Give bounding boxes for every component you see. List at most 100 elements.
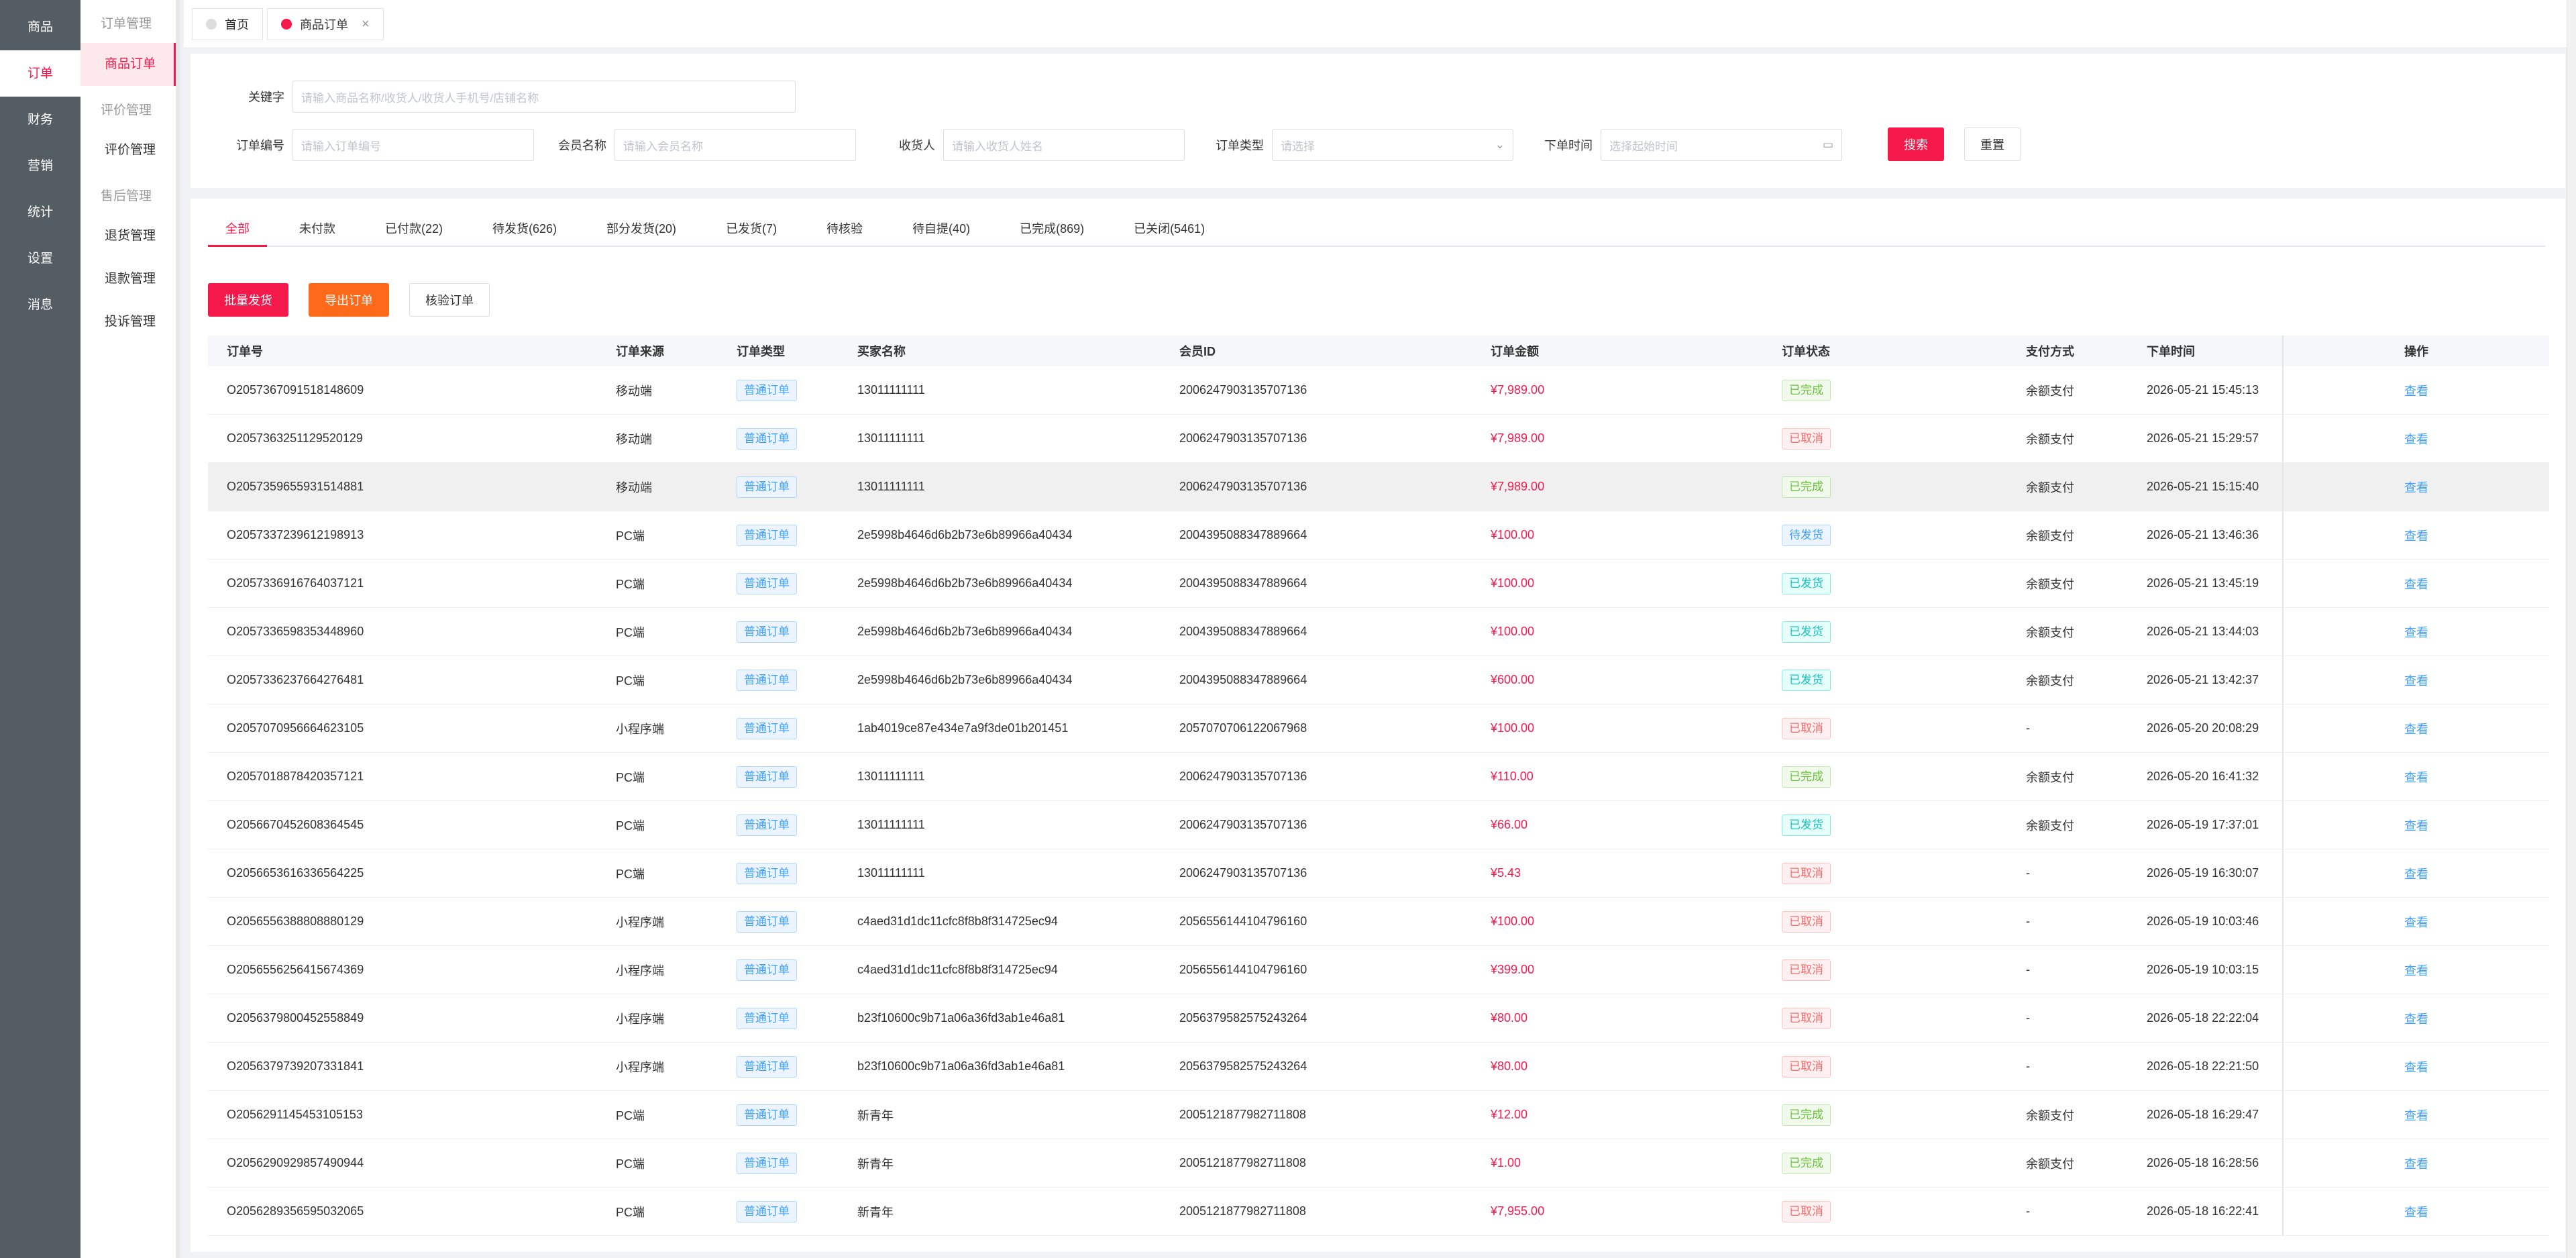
view-link[interactable]: 查看 bbox=[2404, 1157, 2428, 1171]
rail-item-settings[interactable]: 设置 bbox=[27, 252, 53, 266]
view-link[interactable]: 查看 bbox=[2404, 963, 2428, 978]
table-row[interactable]: O2056291145453105153 PC端 普通订单 新青年 2005121877… bbox=[208, 1091, 2549, 1139]
order-no-cell: O2057363251129520129 bbox=[208, 431, 597, 445]
order-time-cell: 2026-05-20 16:41:32 bbox=[2128, 770, 2282, 784]
rail-item-orders[interactable]: 订单 bbox=[0, 50, 80, 97]
order-no-cell: O2057070956664623105 bbox=[208, 721, 597, 735]
table-row[interactable]: O2057070956664623105 小程序端 普通订单 1ab4019ce87e… bbox=[208, 704, 2549, 753]
order-amount: ¥100.00 bbox=[1491, 721, 1535, 735]
col-buyer[interactable]: 买家名称 bbox=[857, 345, 906, 358]
tab-completed[interactable]: 已完成(869) bbox=[1020, 222, 1085, 235]
tab-to-verify[interactable]: 待核验 bbox=[826, 222, 863, 235]
payment-method: 余额支付 bbox=[2026, 770, 2074, 784]
member-id-cell: 2056379582575243264 bbox=[1161, 1059, 1472, 1073]
rail-item-finance[interactable]: 财务 bbox=[27, 113, 53, 127]
view-link[interactable]: 查看 bbox=[2404, 819, 2428, 833]
verify-orders-button[interactable]: 核验订单 bbox=[409, 283, 490, 317]
rail-item-messages[interactable]: 消息 bbox=[27, 298, 53, 312]
view-link[interactable]: 查看 bbox=[2404, 1012, 2428, 1026]
page-scrollbar[interactable] bbox=[2567, 0, 2576, 1258]
order-amount-cell: ¥110.00 bbox=[1472, 770, 1763, 784]
col-payment[interactable]: 支付方式 bbox=[2026, 345, 2074, 358]
submenu-item-reviews[interactable]: 评价管理 bbox=[105, 143, 156, 157]
order-type-badge: 普通订单 bbox=[737, 1200, 797, 1222]
col-source[interactable]: 订单来源 bbox=[616, 345, 664, 358]
tab-closed[interactable]: 已关闭(5461) bbox=[1134, 222, 1205, 235]
receiver-input[interactable]: 请输入收货人姓名 bbox=[943, 129, 1185, 161]
order-source: PC端 bbox=[616, 867, 645, 881]
tab-to-pickup[interactable]: 待自提(40) bbox=[912, 222, 971, 235]
table-row[interactable]: O2056653616336564225 PC端 普通订单 13011111111 20… bbox=[208, 849, 2549, 898]
submenu-item-goods-orders[interactable]: 商品订单 bbox=[80, 43, 176, 86]
table-row[interactable]: O2056379739207331841 小程序端 普通订单 b23f10600c9b… bbox=[208, 1043, 2549, 1091]
member-id-cell: 2005121877982711808 bbox=[1161, 1204, 1472, 1218]
table-row[interactable]: O2056556256415674369 小程序端 普通订单 c4aed31d1dc1… bbox=[208, 946, 2549, 994]
tab-unpaid[interactable]: 未付款 bbox=[299, 222, 335, 235]
buyer-name: 新青年 bbox=[857, 1205, 894, 1219]
table-row[interactable]: O2057363251129520129 移动端 普通订单 13011111111 20… bbox=[208, 415, 2549, 463]
order-status-badge: 已取消 bbox=[1782, 862, 1831, 884]
table-row[interactable]: O2056379800452558849 小程序端 普通订单 b23f10600c9b… bbox=[208, 994, 2549, 1043]
search-button[interactable]: 搜索 bbox=[1888, 127, 1944, 161]
table-row[interactable]: O2057367091518148609 移动端 普通订单 13011111111 20… bbox=[208, 366, 2549, 415]
table-row[interactable]: O2057336237664276481 PC端 普通订单 2e5998b4646d6… bbox=[208, 656, 2549, 704]
table-row[interactable]: O2057336916764037121 PC端 普通订单 2e5998b4646d6… bbox=[208, 560, 2549, 608]
order-status-badge-cell: 已取消 bbox=[1763, 717, 2007, 739]
tab-to-ship[interactable]: 待发货(626) bbox=[492, 222, 557, 235]
table-row[interactable]: O2056670452608364545 PC端 普通订单 13011111111 20… bbox=[208, 801, 2549, 849]
col-time[interactable]: 下单时间 bbox=[2147, 345, 2195, 358]
view-link-cell: 查看 bbox=[2282, 608, 2549, 656]
col-member-id[interactable]: 会员ID bbox=[1179, 345, 1216, 358]
member-input[interactable]: 请输入会员名称 bbox=[614, 129, 856, 161]
view-link[interactable]: 查看 bbox=[2404, 770, 2428, 784]
view-link[interactable]: 查看 bbox=[2404, 625, 2428, 639]
col-order-no[interactable]: 订单号 bbox=[227, 345, 263, 358]
reset-button[interactable]: 重置 bbox=[1964, 127, 2021, 161]
submenu-item-refunds[interactable]: 退款管理 bbox=[105, 272, 156, 286]
col-type[interactable]: 订单类型 bbox=[737, 345, 785, 358]
view-link[interactable]: 查看 bbox=[2404, 915, 2428, 929]
view-link[interactable]: 查看 bbox=[2404, 577, 2428, 591]
table-row[interactable]: O2057336598353448960 PC端 普通订单 2e5998b4646d6… bbox=[208, 608, 2549, 656]
table-row[interactable]: O2057018878420357121 PC端 普通订单 13011111111 20… bbox=[208, 753, 2549, 801]
submenu-item-complaints[interactable]: 投诉管理 bbox=[105, 315, 156, 329]
tab-home[interactable]: 首页 bbox=[192, 8, 263, 40]
rail-item-stats[interactable]: 统计 bbox=[27, 205, 53, 219]
tab-paid[interactable]: 已付款(22) bbox=[385, 222, 443, 235]
order-no: O2057336916764037121 bbox=[227, 576, 364, 590]
view-link[interactable]: 查看 bbox=[2404, 1205, 2428, 1219]
view-link[interactable]: 查看 bbox=[2404, 384, 2428, 398]
table-row[interactable]: O2056290929857490944 PC端 普通订单 新青年 2005121877… bbox=[208, 1139, 2549, 1188]
order-no-cell: O2056653616336564225 bbox=[208, 866, 597, 880]
view-link[interactable]: 查看 bbox=[2404, 432, 2428, 446]
tab-partial-shipped[interactable]: 部分发货(20) bbox=[606, 222, 677, 235]
view-link[interactable]: 查看 bbox=[2404, 480, 2428, 494]
view-link[interactable]: 查看 bbox=[2404, 722, 2428, 736]
view-link[interactable]: 查看 bbox=[2404, 529, 2428, 543]
tab-shipped[interactable]: 已发货(7) bbox=[726, 222, 777, 235]
order-type-select[interactable]: 请选择 ⌄ bbox=[1272, 129, 1513, 161]
view-link[interactable]: 查看 bbox=[2404, 1060, 2428, 1074]
order-no-input[interactable]: 请输入订单编号 bbox=[292, 129, 534, 161]
tab-all[interactable]: 全部 bbox=[208, 212, 267, 247]
col-status[interactable]: 订单状态 bbox=[1782, 345, 1830, 358]
order-time-picker[interactable]: 选择起始时间 ▭ bbox=[1601, 129, 1842, 161]
submenu-item-returns[interactable]: 退货管理 bbox=[105, 229, 156, 243]
table-row[interactable]: O2056289356595032065 PC端 普通订单 新青年 2005121877… bbox=[208, 1188, 2549, 1236]
order-source: PC端 bbox=[616, 529, 645, 543]
table-row[interactable]: O2057337239612198913 PC端 普通订单 2e5998b4646d6… bbox=[208, 511, 2549, 560]
batch-ship-button[interactable]: 批量发货 bbox=[208, 283, 288, 317]
export-orders-button[interactable]: 导出订单 bbox=[309, 283, 389, 317]
close-icon[interactable]: × bbox=[362, 16, 370, 32]
view-link[interactable]: 查看 bbox=[2404, 674, 2428, 688]
col-amount[interactable]: 订单金额 bbox=[1491, 345, 1539, 358]
table-row[interactable]: O2056556388808880129 小程序端 普通订单 c4aed31d1dc1… bbox=[208, 898, 2549, 946]
tab-goods-orders[interactable]: 商品订单 × bbox=[267, 8, 384, 40]
rail-item-marketing[interactable]: 营销 bbox=[27, 159, 53, 173]
rail-item-goods[interactable]: 商品 bbox=[27, 20, 53, 34]
table-row[interactable]: O2057359655931514881 移动端 普通订单 13011111111 20… bbox=[208, 463, 2549, 511]
view-link[interactable]: 查看 bbox=[2404, 1108, 2428, 1122]
keyword-input[interactable]: 请输入商品名称/收货人/收货人手机号/店铺名称 bbox=[292, 81, 796, 113]
order-source: 小程序端 bbox=[616, 1060, 664, 1074]
view-link[interactable]: 查看 bbox=[2404, 867, 2428, 881]
